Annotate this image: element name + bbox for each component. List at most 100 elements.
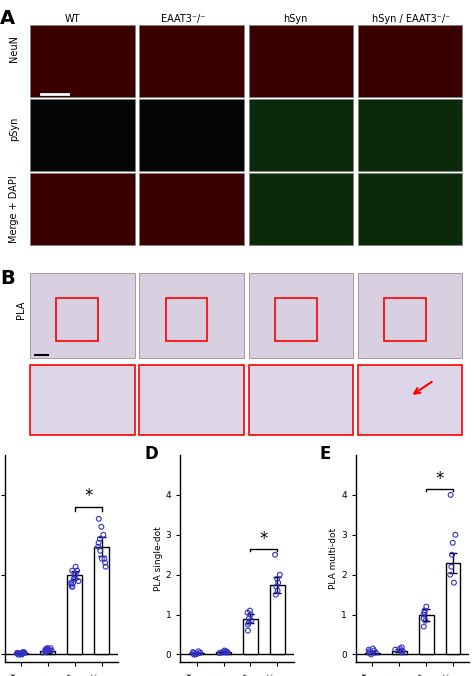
FancyBboxPatch shape [139, 365, 244, 435]
Point [68, 579, 75, 589]
Point [18, 648, 26, 659]
Point [222, 646, 230, 656]
Point [367, 649, 375, 660]
FancyBboxPatch shape [248, 25, 353, 97]
Point [220, 645, 228, 656]
Point [392, 644, 399, 655]
Bar [56, 298, 98, 341]
Text: B: B [0, 269, 15, 288]
Point [244, 625, 252, 636]
Text: *: * [436, 470, 444, 488]
Point [19, 647, 27, 658]
Point [246, 605, 254, 616]
Point [420, 607, 428, 618]
Point [14, 648, 21, 659]
FancyBboxPatch shape [30, 99, 135, 171]
Point [44, 643, 51, 654]
Point [221, 646, 229, 656]
Bar [67, 575, 82, 654]
FancyBboxPatch shape [358, 272, 462, 358]
Point [196, 647, 204, 658]
FancyBboxPatch shape [30, 365, 135, 435]
Point [369, 643, 377, 654]
Text: E: E [319, 445, 331, 462]
Bar [243, 619, 258, 654]
Point [224, 647, 231, 658]
Point [449, 537, 456, 548]
Text: hSyn / EAAT3⁻/⁻: hSyn / EAAT3⁻/⁻ [372, 14, 450, 24]
Point [396, 643, 404, 654]
Point [68, 581, 76, 592]
Point [71, 573, 79, 584]
Point [370, 645, 378, 656]
Point [42, 644, 49, 655]
FancyBboxPatch shape [139, 272, 244, 358]
Point [218, 647, 225, 658]
FancyBboxPatch shape [248, 173, 353, 245]
Point [16, 649, 24, 660]
Point [447, 489, 455, 500]
Bar [216, 652, 231, 654]
Point [69, 581, 76, 592]
Text: Merge + DAPI: Merge + DAPI [9, 176, 19, 243]
Point [271, 550, 279, 560]
Point [19, 648, 27, 659]
Text: WT: WT [64, 14, 80, 24]
Point [14, 649, 22, 660]
Point [68, 565, 76, 576]
Point [247, 615, 255, 626]
Point [216, 648, 223, 658]
Point [14, 648, 22, 658]
FancyBboxPatch shape [30, 272, 135, 358]
Point [448, 550, 456, 560]
Text: *: * [260, 530, 268, 548]
Bar [165, 298, 208, 341]
FancyBboxPatch shape [358, 25, 462, 97]
Point [75, 576, 82, 587]
Point [420, 621, 428, 632]
Point [420, 613, 428, 624]
Point [44, 645, 52, 656]
Point [42, 647, 49, 658]
Point [422, 601, 430, 612]
Point [191, 649, 199, 660]
Point [272, 589, 280, 600]
Text: PLA: PLA [16, 301, 27, 319]
Bar [392, 650, 407, 654]
FancyBboxPatch shape [358, 99, 462, 171]
Point [21, 648, 28, 658]
FancyBboxPatch shape [358, 173, 462, 245]
Point [190, 648, 198, 658]
Point [447, 569, 454, 580]
Point [447, 561, 455, 572]
Point [70, 573, 78, 584]
Y-axis label: PLA multi-dot: PLA multi-dot [329, 528, 338, 589]
Point [398, 647, 406, 658]
Text: pSyn: pSyn [9, 117, 19, 141]
Point [13, 648, 21, 658]
FancyBboxPatch shape [139, 99, 244, 171]
Point [450, 577, 458, 588]
Bar [40, 650, 55, 654]
Point [244, 619, 252, 630]
Point [95, 537, 102, 548]
Point [47, 643, 55, 654]
Text: D: D [144, 445, 158, 462]
Point [94, 541, 102, 552]
FancyBboxPatch shape [30, 25, 135, 97]
Point [420, 609, 428, 620]
Bar [365, 652, 380, 654]
Point [273, 581, 280, 592]
FancyBboxPatch shape [139, 173, 244, 245]
Point [365, 646, 373, 656]
Point [73, 565, 81, 576]
Text: A: A [0, 9, 15, 28]
Point [43, 644, 50, 654]
FancyBboxPatch shape [248, 99, 353, 171]
Y-axis label: PLA single-dot: PLA single-dot [154, 527, 163, 591]
Point [399, 646, 407, 656]
Text: hSyn: hSyn [283, 14, 307, 24]
Point [42, 646, 49, 656]
Bar [270, 585, 285, 654]
Point [45, 644, 53, 655]
